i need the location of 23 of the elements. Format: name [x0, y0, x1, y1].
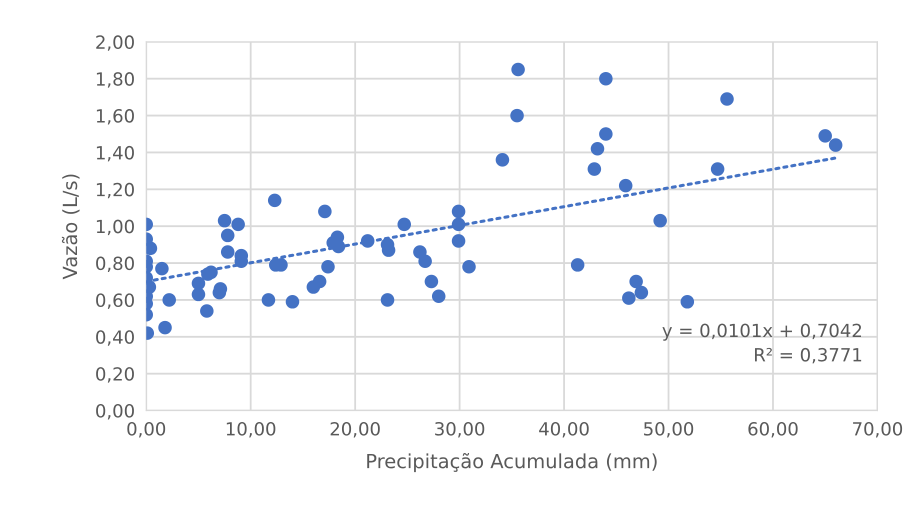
x-tick-label: 40,00: [539, 422, 589, 438]
y-tick-label: 1,20: [96, 182, 134, 198]
x-tick-label: 30,00: [435, 422, 484, 438]
y-tick-label: 1,60: [96, 109, 134, 125]
annotation: y = 0,0101x + 0,7042: [662, 324, 862, 341]
x-tick-label: 60,00: [748, 422, 798, 438]
x-tick-label: 20,00: [330, 422, 380, 438]
y-tick-label: 0,20: [96, 367, 134, 383]
y-tick-label: 2,00: [96, 35, 134, 51]
y-tick-label: 0,40: [96, 330, 134, 346]
x-tick-label: 70,00: [853, 422, 902, 438]
y-tick-label: 0,60: [96, 293, 134, 309]
y-tick-label: 1,00: [96, 220, 134, 236]
y-tick-label: 1,40: [96, 146, 134, 162]
annotation: R² = 0,3771: [755, 348, 862, 364]
y-tick-label: 0,00: [96, 404, 134, 420]
y-tick-label: 0,80: [96, 256, 134, 272]
x-tick-label: 10,00: [226, 422, 276, 438]
x-tick-label: 0,00: [127, 422, 166, 438]
x-tick-label: 50,00: [644, 422, 694, 438]
x-axis-title: Precipitação Acumulada (mm): [367, 453, 657, 472]
y-tick-label: 1,80: [96, 72, 134, 88]
y-axis-title: Vazão (L/s): [62, 174, 80, 280]
